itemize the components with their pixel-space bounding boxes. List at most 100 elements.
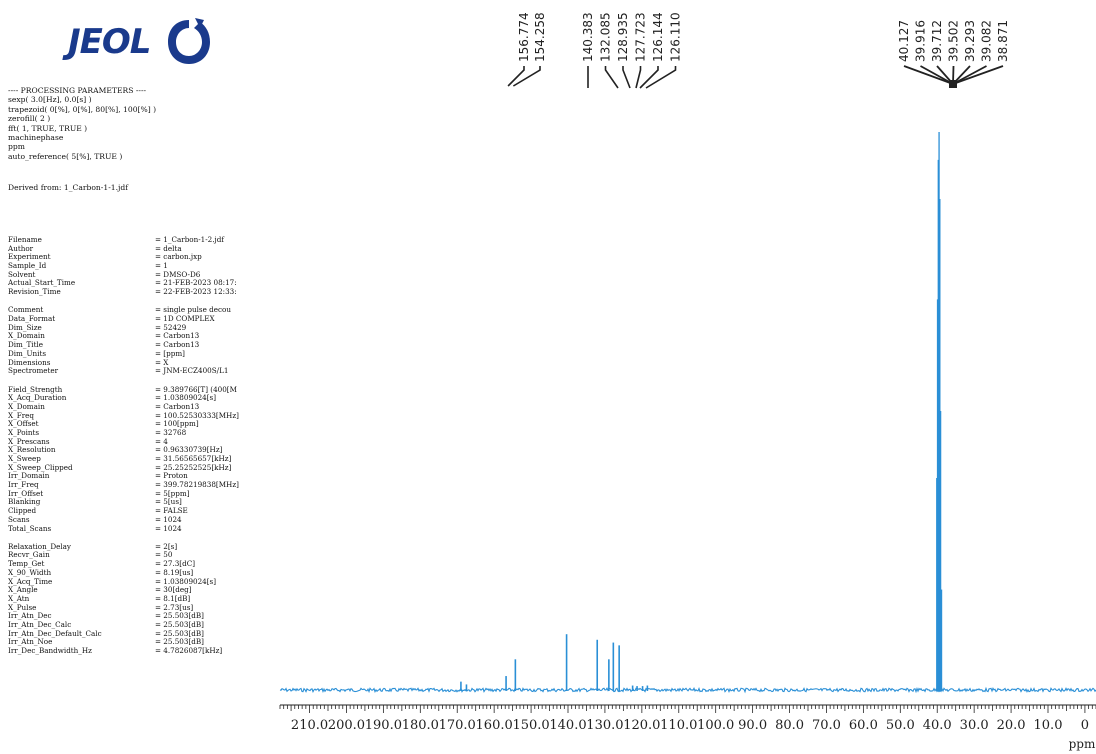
parameter-key: Irr_Offset	[8, 489, 44, 498]
parameter-key: Temp_Get	[8, 560, 45, 569]
parameter-row: Author = delta	[8, 245, 278, 254]
x-tick-label: 160.0	[476, 718, 513, 733]
peak-label: 39.502	[947, 20, 961, 62]
parameter-value: = 25.25252525[kHz]	[155, 463, 232, 472]
x-tick-label: 210.0	[291, 718, 328, 733]
parameter-row: Irr_Domain = Proton	[8, 472, 278, 481]
processing-line: trapezoid( 0[%], 0[%], 80[%], 100[%] )	[8, 104, 157, 114]
peak-leader-line	[645, 66, 677, 89]
parameter-group: Relaxation_Delay = 2[s] Recvr_Gain = 50 Temp…	[8, 543, 278, 656]
parameter-row: Revision_Time = 22-FEB-2023 12:33:	[8, 288, 278, 297]
parameter-key: Dim_Title	[8, 341, 44, 350]
parameter-group: Comment = single pulse decou Data_Format = …	[8, 306, 278, 376]
x-tick-label: 190.0	[365, 718, 402, 733]
parameter-value: = 25.503[dB]	[155, 638, 204, 647]
x-tick-label: 120.0	[623, 718, 660, 733]
parameter-value: = 2[s]	[155, 542, 178, 551]
parameter-key: Dim_Size	[8, 323, 42, 332]
peak-label: 39.712	[930, 20, 944, 62]
parameter-row: Blanking = 5[us]	[8, 498, 278, 507]
peak-leader-line	[507, 66, 525, 87]
peak-label: 132.085	[599, 12, 613, 62]
peak-label: 39.293	[963, 20, 977, 62]
peak-leader-line	[604, 66, 619, 89]
parameter-row: Irr_Offset = 5[ppm]	[8, 490, 278, 499]
parameter-key: X_Domain	[8, 402, 45, 411]
parameter-value: = 0.96330739[Hz]	[155, 446, 223, 455]
x-tick-label: 60.0	[849, 718, 878, 733]
parameter-row: X_Points = 32768	[8, 429, 278, 438]
parameter-key: Actual_Start_Time	[8, 279, 76, 288]
parameter-value: = 4	[155, 437, 168, 446]
x-tick-label: 170.0	[439, 718, 476, 733]
peak-leader-line	[952, 65, 1004, 85]
parameter-key: Revision_Time	[8, 288, 61, 297]
parameter-value: = X	[155, 358, 169, 367]
processing-line: sexp( 3.0[Hz], 0.0[s] )	[8, 95, 92, 105]
x-tick-label: 30.0	[960, 718, 989, 733]
parameter-value: = Proton	[155, 472, 188, 481]
parameter-key: Blanking	[8, 498, 41, 507]
processing-line: fft( 1, TRUE, TRUE )	[8, 123, 88, 133]
x-tick-label: 10.0	[1034, 718, 1063, 733]
parameter-row: X_Acq_Time = 1.03809024[s]	[8, 578, 278, 587]
x-tick-label: 20.0	[997, 718, 1026, 733]
parameter-key: Spectrometer	[8, 367, 59, 376]
parameter-value: = 5[ppm]	[155, 489, 190, 498]
peak-label: 156.774	[517, 12, 531, 62]
parameter-row: X_Freq = 100.52530333[MHz]	[8, 412, 278, 421]
parameter-value: = 5[us]	[155, 498, 182, 507]
parameter-key: Field_Strength	[8, 385, 63, 394]
x-tick-label: 200.0	[328, 718, 365, 733]
parameter-value: = 31.56565657[kHz]	[155, 455, 232, 463]
peak-leader-line	[512, 66, 541, 87]
parameter-row: Irr_Freq = 399.78219838[MHz]	[8, 481, 278, 490]
parameter-value: = 1024	[155, 524, 182, 533]
peak-label: 126.110	[669, 12, 683, 62]
processing-line: ppm	[8, 142, 25, 152]
peak-label: 127.723	[634, 12, 648, 62]
peak-leader-line	[920, 65, 954, 85]
parameter-key: Comment	[8, 306, 44, 315]
peak-label: 39.082	[980, 20, 994, 62]
parameter-key: X_90_Width	[8, 568, 52, 577]
acquisition-parameters: Filename = 1_Carbon-1-2.jdf Author = delta E…	[8, 236, 278, 665]
peak-label: 128.935	[616, 12, 630, 62]
parameter-key: Filename	[8, 236, 42, 244]
parameter-value: = 27.3[dC]	[155, 560, 196, 569]
x-tick-label: 140.0	[549, 718, 586, 733]
parameter-row: X_Sweep = 31.56565657[kHz]	[8, 455, 278, 464]
parameter-row: Irr_Dec_Bandwidth_Hz = 4.7826087[kHz]	[8, 647, 278, 656]
x-tick-label: 40.0	[923, 718, 952, 733]
processing-line: zerofill( 2 )	[8, 114, 51, 124]
parameter-value: = Carbon13	[155, 402, 200, 411]
parameter-key: X_Points	[8, 428, 40, 437]
parameter-value: = 1024	[155, 515, 182, 524]
parameter-value: = delta	[155, 244, 182, 253]
processing-parameters: ---- PROCESSING PARAMETERS ---- sexp( 3.0…	[8, 86, 156, 161]
parameter-row: Comment = single pulse decou	[8, 306, 278, 315]
parameter-key: X_Pulse	[8, 603, 37, 612]
parameter-key: X_Acq_Duration	[8, 394, 67, 403]
parameter-key: Irr_Dec_Bandwidth_Hz	[8, 647, 92, 656]
peak-label: 154.258	[533, 12, 547, 62]
x-tick-label: 150.0	[512, 718, 549, 733]
derived-from-text: Derived from: 1_Carbon-1-1.jdf	[8, 183, 129, 192]
parameter-key: X_Domain	[8, 332, 45, 341]
jeol-logo: JEOL	[68, 14, 218, 70]
peak-label: 38.871	[996, 20, 1010, 62]
parameter-row: X_Atn = 8.1[dB]	[8, 595, 278, 604]
parameter-row: Relaxation_Delay = 2[s]	[8, 543, 278, 552]
parameter-key: X_Angle	[8, 586, 38, 595]
x-axis-unit: ppm	[1069, 737, 1096, 751]
parameter-key: X_Atn	[8, 594, 30, 603]
parameter-row: Data_Format = 1D COMPLEX	[8, 315, 278, 324]
parameter-value: = 25.503[dB]	[155, 620, 204, 629]
parameter-value: = JNM-ECZ400S/L1	[155, 367, 229, 376]
parameter-row: X_Sweep_Clipped = 25.25252525[kHz]	[8, 464, 278, 473]
parameter-row: Scans = 1024	[8, 516, 278, 525]
parameter-row: X_Acq_Duration = 1.03809024[s]	[8, 394, 278, 403]
logo-text: JEOL	[68, 22, 151, 62]
x-tick-label: 80.0	[775, 718, 804, 733]
